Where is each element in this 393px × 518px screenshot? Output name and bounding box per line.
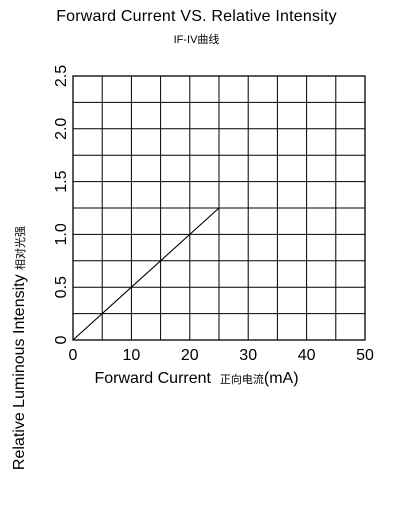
series-line-0	[72, 207, 220, 341]
x-axis-label-cn: 正向电流	[219, 373, 264, 386]
y-tick-label: 0.5	[53, 276, 70, 298]
y-tick-label: 0	[53, 335, 70, 344]
y-axis-label: Relative Luminous Intensity 相对光强	[11, 178, 31, 518]
y-tick-label: 1.5	[53, 170, 70, 192]
y-tick-label: 1.0	[53, 223, 70, 245]
x-tick-labels: 0 10 20 30 40 50	[69, 347, 374, 364]
chart-canvas: 0 10 20 30 40 50 0 0.5 1.0 1.5 2.0 2.5	[53, 65, 374, 364]
x-axis-label-unit: (mA)	[263, 370, 299, 387]
x-tick-label: 30	[239, 347, 257, 364]
y-tick-label: 2.0	[53, 118, 70, 140]
x-axis-label-en: Forward Current	[94, 370, 211, 387]
x-tick-label: 40	[298, 347, 316, 364]
x-tick-label: 10	[123, 347, 141, 364]
x-axis-label: Forward Current 正向电流(mA)	[0, 370, 393, 388]
x-tick-label: 20	[181, 347, 199, 364]
chart-title: Forward Current VS. Relative Intensity	[56, 8, 337, 25]
y-tick-label: 2.5	[53, 65, 70, 87]
y-tick-labels: 0 0.5 1.0 1.5 2.0 2.5	[53, 65, 70, 345]
plot-frame	[72, 75, 366, 341]
x-tick-label: 0	[69, 347, 78, 364]
y-axis-label-cn: 相对光强	[14, 225, 27, 270]
series-group	[72, 207, 220, 341]
y-axis-label-en: Relative Luminous Intensity	[11, 274, 28, 471]
chart-subtitle: IF-IV曲线	[173, 34, 220, 46]
x-tick-label: 50	[356, 347, 374, 364]
grid-lines	[73, 76, 365, 340]
